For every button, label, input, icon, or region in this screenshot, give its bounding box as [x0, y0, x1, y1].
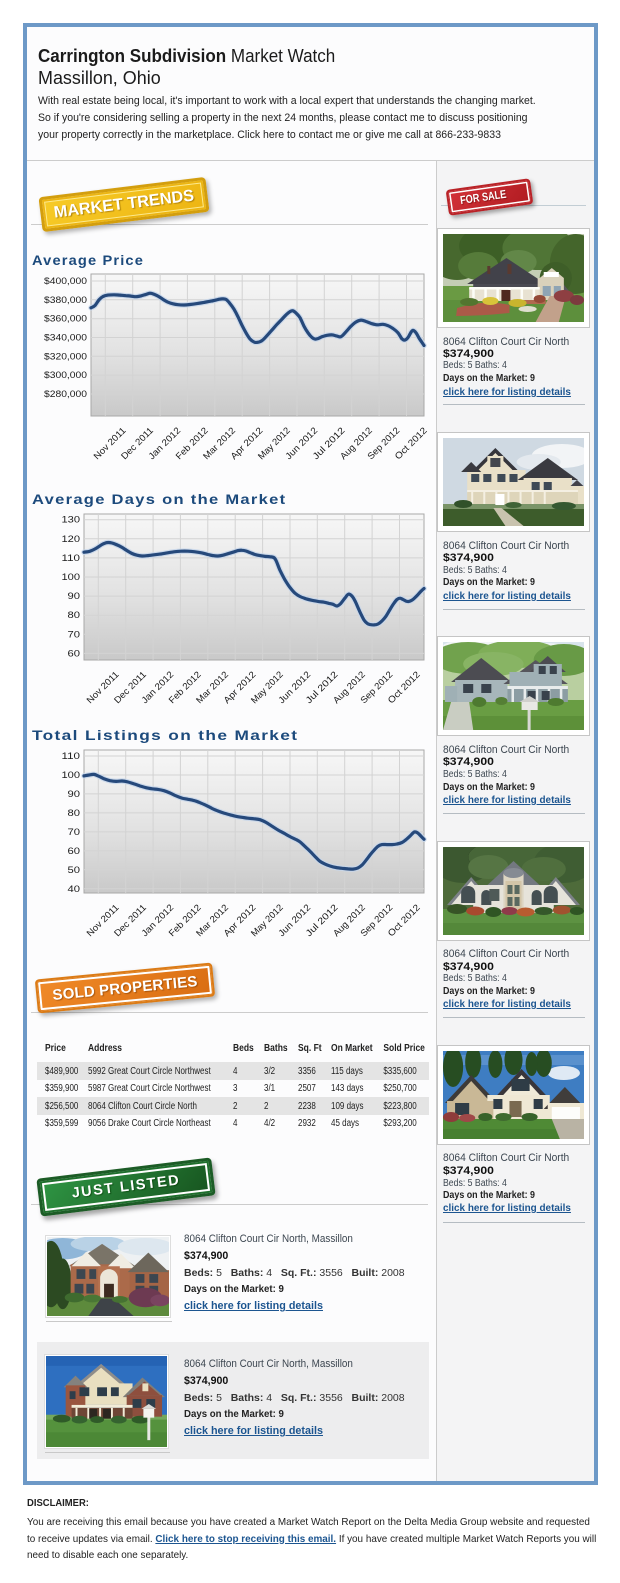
svg-text:60: 60: [68, 846, 81, 857]
svg-text:$360,000: $360,000: [44, 314, 87, 325]
svg-text:70: 70: [68, 629, 81, 640]
svg-text:$320,000: $320,000: [44, 351, 87, 362]
svg-text:$340,000: $340,000: [44, 333, 87, 344]
svg-text:100: 100: [62, 572, 81, 583]
svg-text:$400,000: $400,000: [44, 276, 87, 287]
svg-text:50: 50: [68, 865, 81, 876]
svg-text:90: 90: [68, 789, 81, 800]
svg-text:110: 110: [62, 751, 81, 762]
svg-text:80: 80: [68, 808, 81, 819]
svg-text:70: 70: [68, 827, 81, 838]
svg-text:100: 100: [62, 770, 81, 781]
svg-text:$280,000: $280,000: [44, 389, 87, 400]
svg-text:120: 120: [62, 534, 81, 545]
svg-text:80: 80: [68, 610, 81, 621]
svg-text:90: 90: [68, 591, 81, 602]
svg-text:60: 60: [68, 648, 81, 659]
svg-text:130: 130: [62, 515, 81, 526]
svg-text:110: 110: [62, 553, 81, 564]
svg-text:$380,000: $380,000: [44, 295, 87, 306]
svg-text:$300,000: $300,000: [44, 370, 87, 381]
svg-text:40: 40: [68, 884, 81, 895]
